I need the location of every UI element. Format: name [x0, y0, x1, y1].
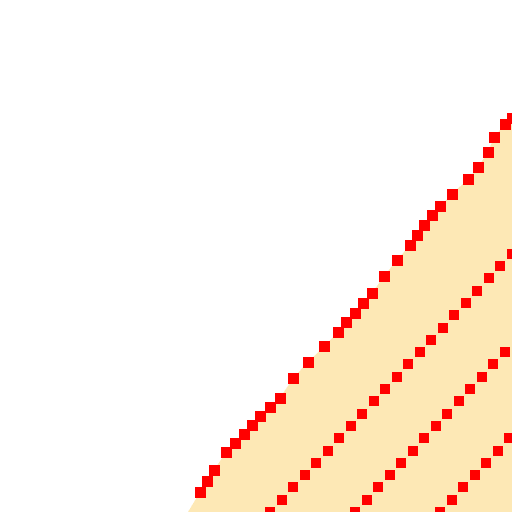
boundary-dash: [303, 357, 314, 368]
boundary-dash: [341, 317, 352, 328]
boundary-dash: [412, 230, 423, 241]
boundary-dash: [265, 402, 276, 413]
hatch-dash: [408, 446, 418, 456]
hatch-dash: [350, 507, 360, 512]
hatch-dash: [461, 298, 471, 308]
hatch-dash: [507, 249, 512, 259]
boundary-dash: [483, 147, 494, 158]
hatch-dash: [265, 507, 275, 512]
hatch-dash: [369, 396, 379, 406]
hatch-dash: [373, 482, 383, 492]
hatch-dash: [426, 335, 436, 345]
hatch-dash: [277, 495, 287, 505]
boundary-dash: [507, 113, 512, 124]
hatch-dash: [447, 495, 457, 505]
hatch-dash: [449, 310, 459, 320]
hatch-dash: [403, 359, 413, 369]
boundary-dash: [447, 189, 458, 200]
boundary-dash: [230, 438, 241, 449]
boundary-dash: [275, 393, 286, 404]
hatch-dash: [346, 421, 356, 431]
boundary-dash: [288, 373, 299, 384]
boundary-dash: [500, 119, 511, 130]
hatch-dash: [470, 470, 480, 480]
hatch-dash: [323, 446, 333, 456]
boundary-dash: [209, 465, 220, 476]
hatch-dash: [465, 384, 475, 394]
hatch-dash: [288, 482, 298, 492]
boundary-line: [195, 113, 512, 498]
hatch-dash: [419, 433, 429, 443]
boundary-dash: [489, 132, 500, 143]
boundary-dash: [463, 174, 474, 185]
hatch-dash: [431, 421, 441, 431]
boundary-dash: [379, 271, 390, 282]
boundary-dash: [247, 420, 258, 431]
boundary-dash: [221, 447, 232, 458]
hatch-dash: [396, 458, 406, 468]
hatch-dash: [454, 396, 464, 406]
hatch-dash: [481, 458, 491, 468]
hatch-dash: [500, 347, 510, 357]
boundary-dash: [319, 341, 330, 352]
boundary-dash: [202, 476, 213, 487]
boundary-dash: [392, 255, 403, 266]
boundary-dash: [255, 411, 266, 422]
hatch-dash: [484, 273, 494, 283]
hatch-dash: [438, 323, 448, 333]
hatch-dash: [415, 347, 425, 357]
hatch-dash: [458, 482, 468, 492]
hatch-dash: [362, 495, 372, 505]
boundary-dash: [367, 288, 378, 299]
hatch-dash: [435, 507, 445, 512]
shaded-region[interactable]: [188, 118, 512, 512]
hatch-lines: [265, 249, 512, 512]
boundary-dash: [195, 487, 206, 498]
boundary-dash: [473, 162, 484, 173]
hatch-dash: [385, 470, 395, 480]
hatch-dash: [493, 446, 503, 456]
boundary-dash: [358, 298, 369, 309]
hatch-dash: [392, 372, 402, 382]
hatch-dash: [300, 470, 310, 480]
hatch-dash: [477, 372, 487, 382]
boundary-dash: [405, 240, 416, 251]
boundary-dash: [239, 429, 250, 440]
boundary-dash: [427, 210, 438, 221]
hatch-dash: [472, 286, 482, 296]
boundary-dash: [419, 220, 430, 231]
hatch-dash: [504, 433, 512, 443]
hatch-dash: [442, 409, 452, 419]
hatch-dash: [488, 359, 498, 369]
hatch-dash: [380, 384, 390, 394]
hatch-dash: [495, 261, 505, 271]
boundary-dash: [435, 201, 446, 212]
hatch-dash: [334, 433, 344, 443]
boundary-dash: [350, 308, 361, 319]
hatch-dash: [311, 458, 321, 468]
hatch-dash: [357, 409, 367, 419]
boundary-dash: [333, 327, 344, 338]
